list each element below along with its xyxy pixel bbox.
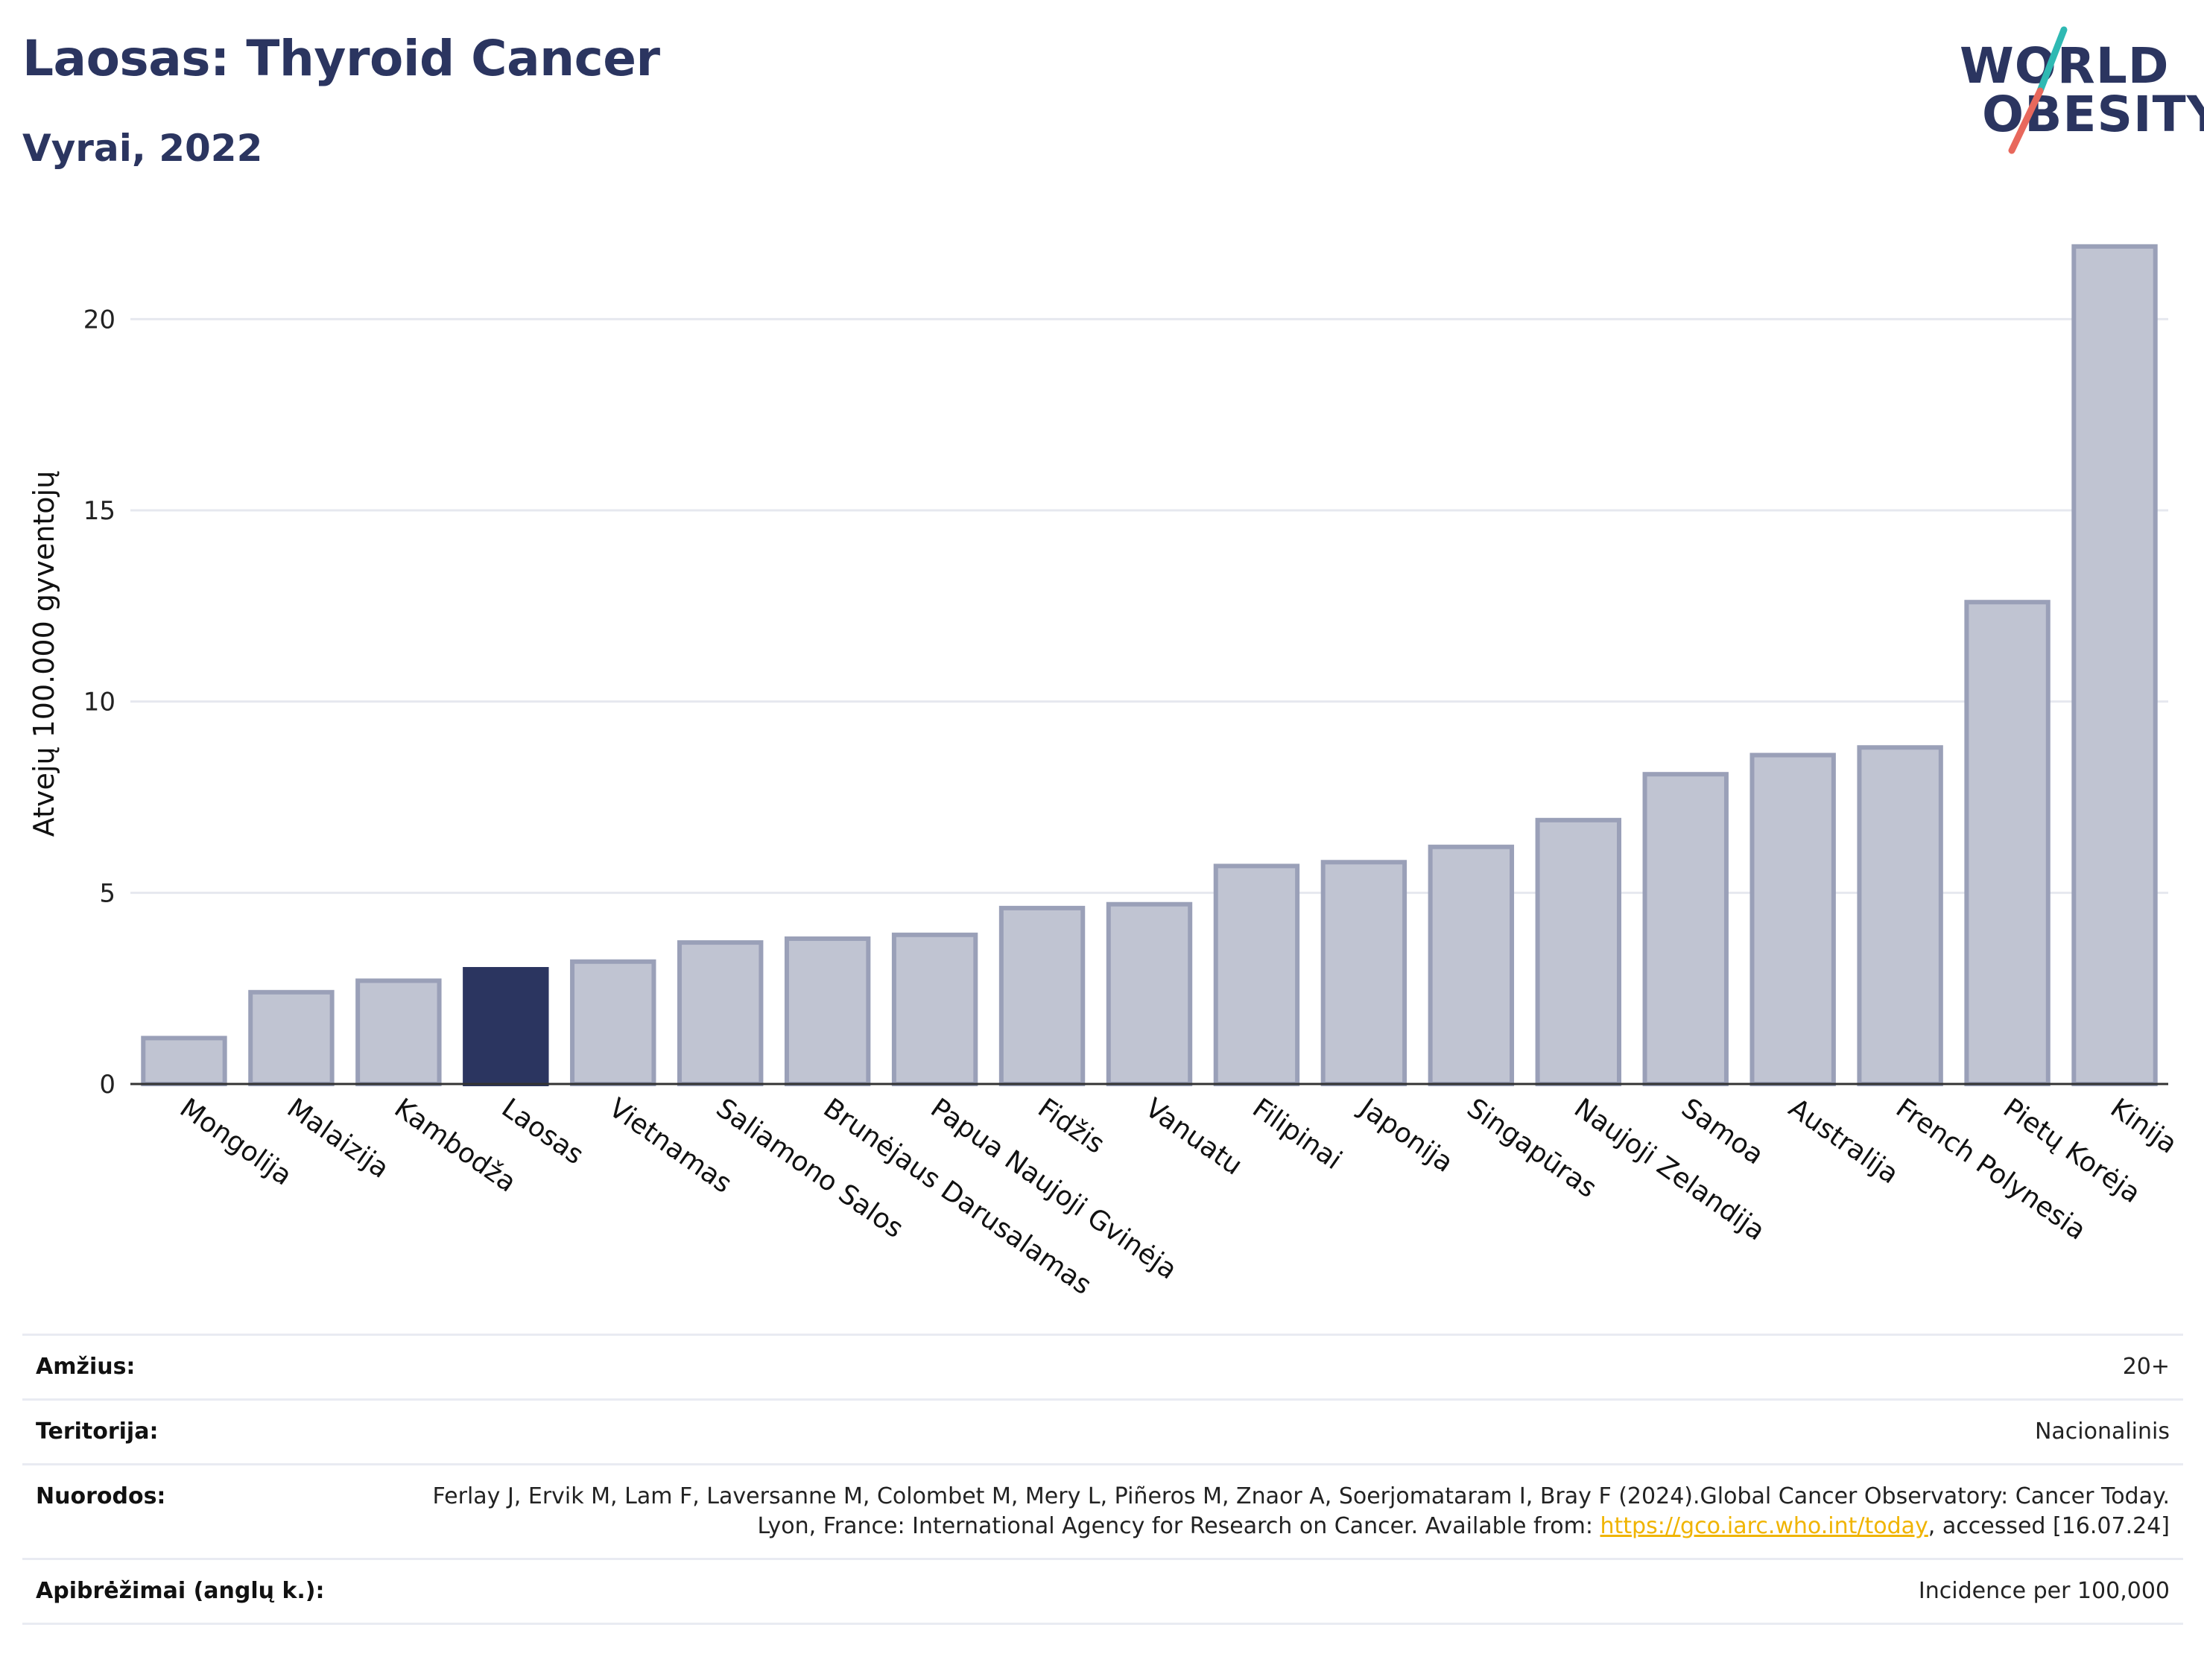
y-tick-label: 5 [99,878,115,908]
x-tick-label: French Polynesia [1890,1093,2091,1246]
x-tick-label: Mongolija [174,1093,297,1192]
x-tick-label: Filipinai [1247,1093,1347,1176]
x-tick-label: Australija [1783,1093,1904,1191]
info-value: Incidence per 100,000 [1918,1578,2170,1604]
x-tick-label: Naujoji Zelandija [1568,1093,1770,1247]
x-tick-label: Japonija [1353,1092,1459,1179]
world-obesity-logo: WORLD OBESITY [1952,22,2204,156]
x-tick-label: Kinija [2105,1093,2182,1160]
x-tick-label: Saliamono Salos [711,1093,909,1244]
bar-chart: 0 5 10 15 20 Atvejų 100.000 gyventojų Mongolij… [28,244,2182,1301]
info-label: Nuorodos: [36,1483,166,1509]
info-value: Nacionalinis [2034,1419,2170,1445]
logo-slash-icon [2008,26,2068,154]
info-row-references: Nuorodos: Ferlay J, Ervik M, Lam F, Lave… [22,1463,2183,1558]
bar [1642,772,1729,1086]
bar [1428,844,1515,1086]
info-row-territory: Teritorija: Nacionalinis [22,1398,2183,1463]
bar [1320,860,1407,1086]
y-tick-label: 15 [83,496,115,526]
bar [1535,817,1621,1086]
x-tick-label: Malaizija [282,1093,394,1185]
bar [891,932,978,1086]
bar [784,936,871,1087]
info-label: Apibrėžimai (anglų k.): [36,1578,325,1604]
info-label: Amžius: [36,1354,136,1380]
x-tick-label: Vanuatu [1139,1093,1247,1182]
info-value-references: Ferlay J, Ervik M, Lam F, Laversanne M, … [423,1482,2170,1541]
bar [570,959,656,1086]
bar-highlighted [463,967,549,1086]
y-tick-label: 20 [83,305,115,335]
bar [1749,752,1836,1086]
info-value: 20+ [2122,1354,2170,1380]
info-row-definitions: Apibrėžimai (anglų k.): Incidence per 10… [22,1558,2183,1625]
reference-link[interactable]: https://gco.iarc.who.int/today [1600,1513,1928,1539]
logo-line-1: WORLD [1960,37,2170,95]
chart-title: Laosas: Thyroid Cancer [22,30,660,87]
info-table: Amžius: 20+ Teritorija: Nacionalinis Nuo… [22,1334,2183,1625]
x-tick-label: Fidžis [1032,1093,1109,1160]
bar [1857,745,1943,1086]
bar [1213,863,1300,1087]
bar [248,989,335,1087]
info-label: Teritorija: [36,1419,159,1445]
bar [998,905,1086,1086]
chart-subtitle: Vyrai, 2022 [22,127,263,170]
x-tick-label: Samoa [1676,1093,1769,1171]
x-tick-label: Laosas [496,1093,589,1171]
reference-text-end: , accessed [16.07.24] [1928,1513,2170,1539]
bar [1106,901,1193,1086]
bar [2071,244,2158,1086]
y-tick-label: 0 [99,1070,115,1100]
bar [141,1036,227,1087]
y-axis-label: Atvejų 100.000 gyventojų [28,471,60,837]
bar [677,940,764,1086]
bar [1964,600,2051,1086]
reference-text: Ferlay J, Ervik M, Lam F, Laversanne M, … [432,1483,2170,1539]
info-row-age: Amžius: 20+ [22,1334,2183,1398]
y-tick-label: 10 [83,688,115,717]
bar [355,978,442,1087]
